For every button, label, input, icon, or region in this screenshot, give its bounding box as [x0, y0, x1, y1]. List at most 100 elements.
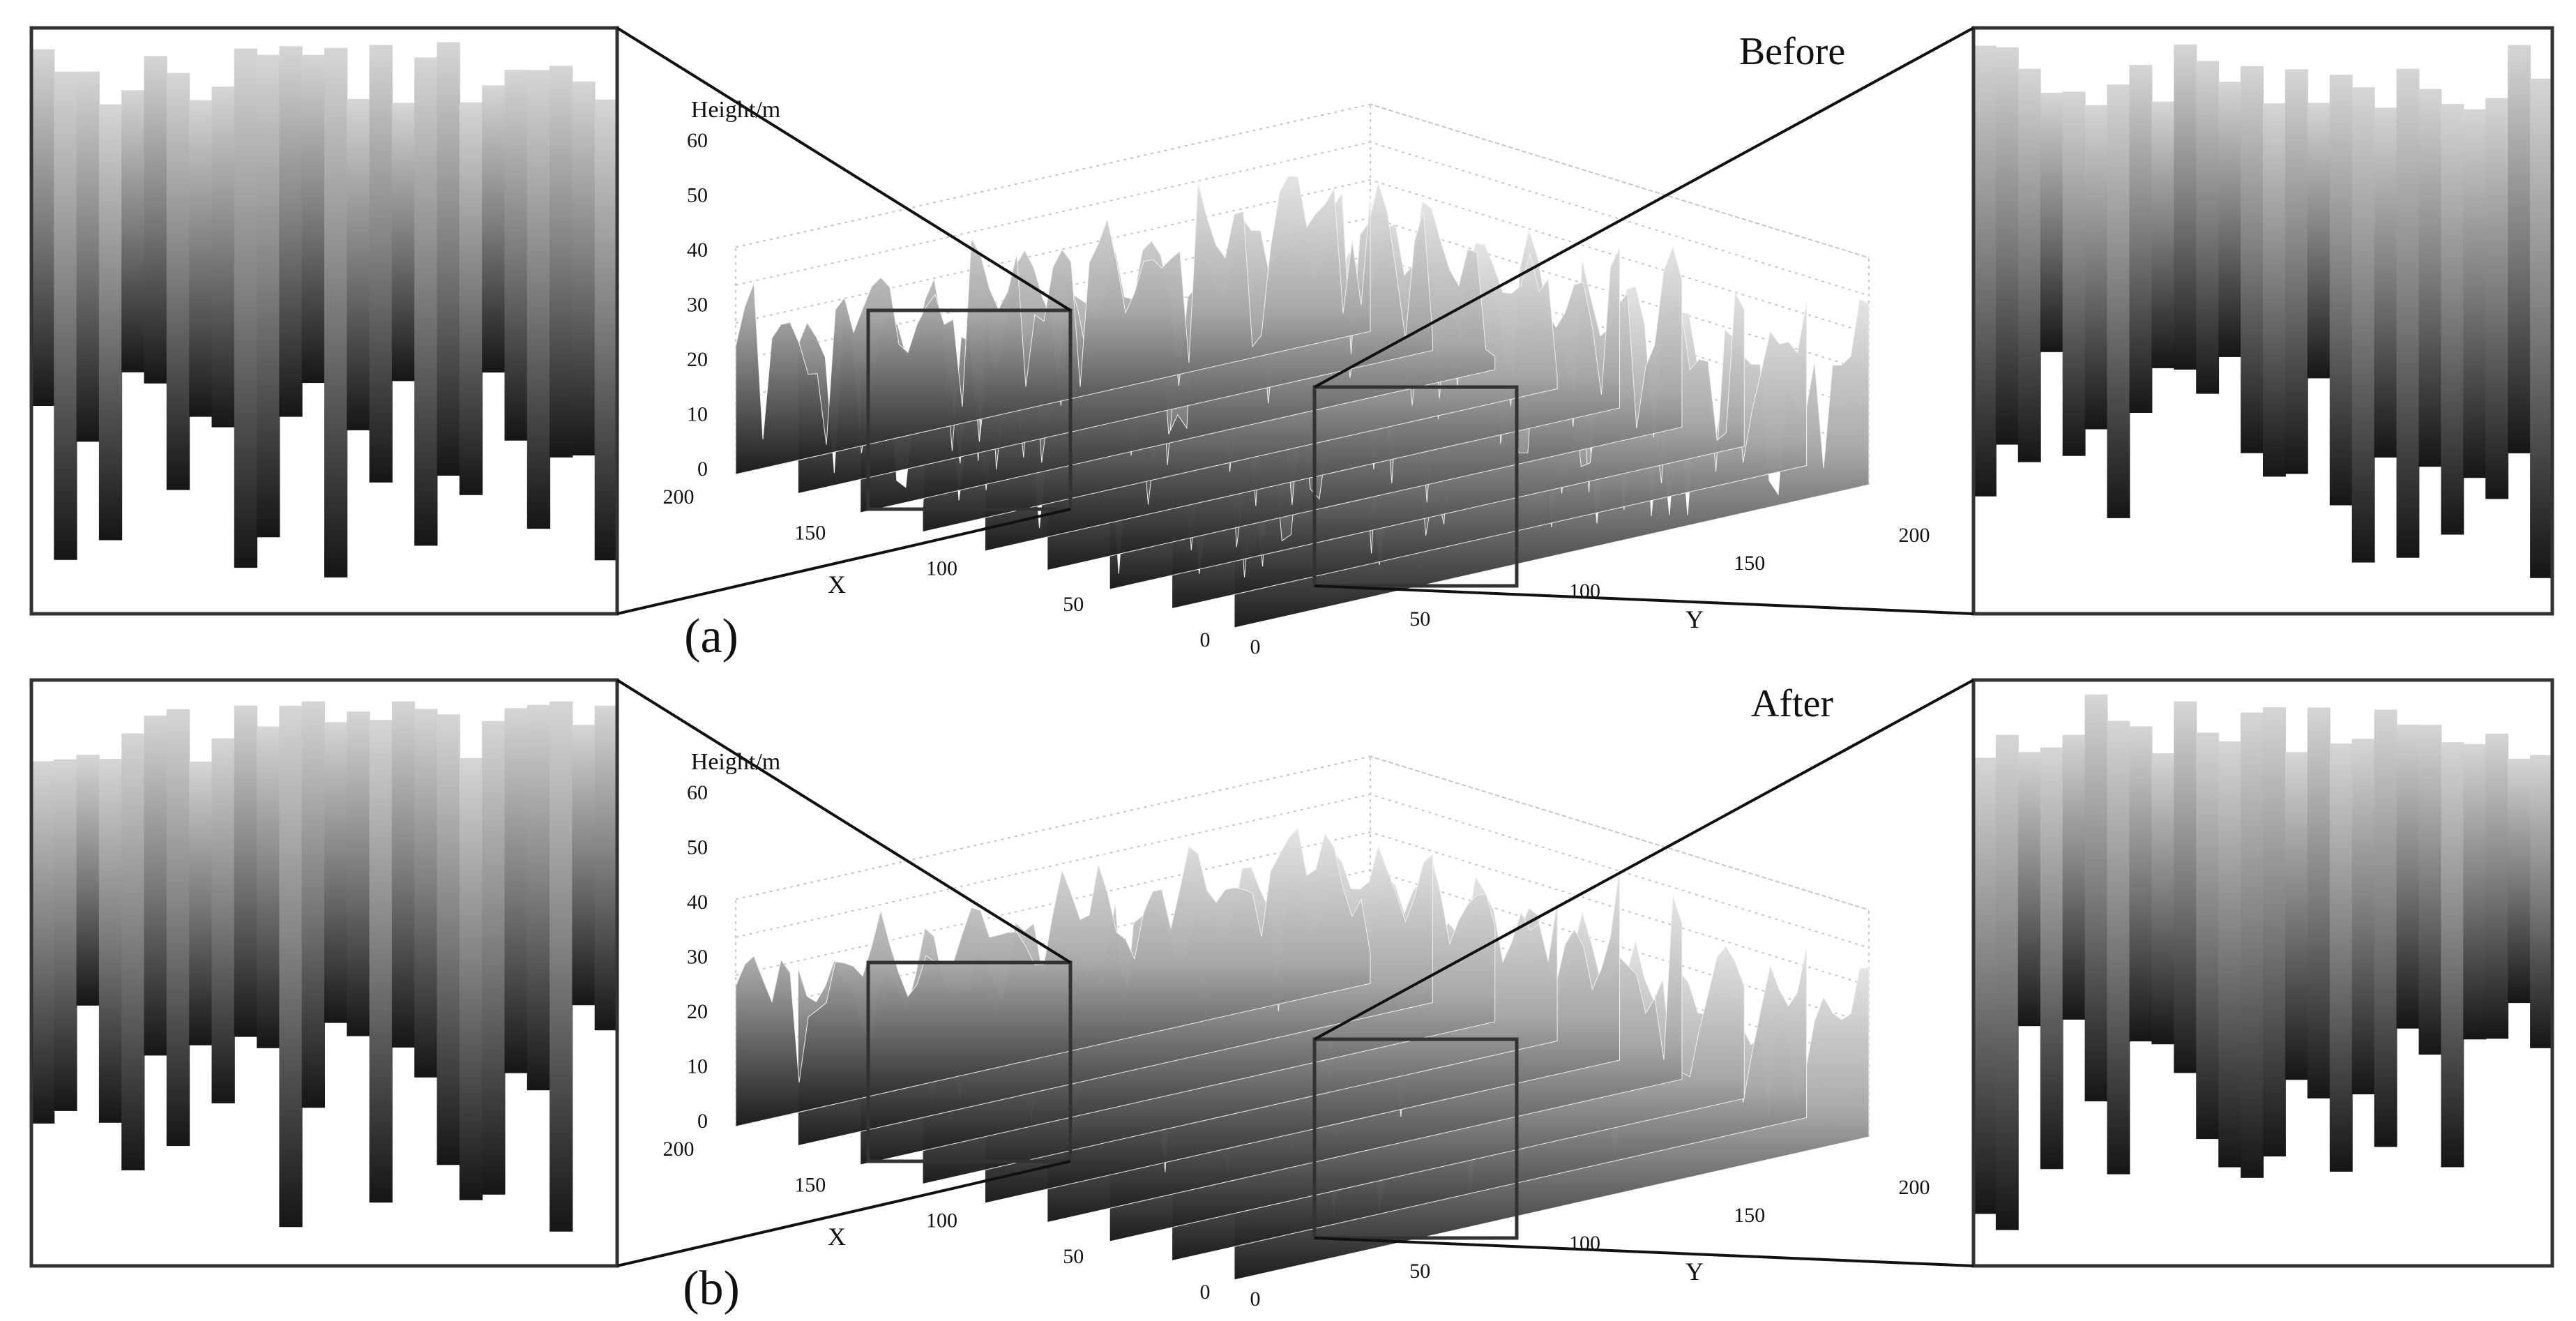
inset-column	[2174, 44, 2197, 370]
z-tick-label: 10	[687, 403, 708, 426]
inset-column	[76, 755, 100, 1006]
inset-column	[2508, 45, 2531, 453]
inset-column	[98, 104, 123, 541]
inset-column	[369, 45, 393, 483]
z-tick-label: 50	[687, 184, 708, 207]
y-tick-label: 200	[1899, 1176, 1930, 1199]
inset-column	[2374, 709, 2397, 1147]
zoom-box-right	[1312, 385, 1519, 588]
inset-column	[2062, 734, 2086, 1020]
z-tick-label: 60	[687, 781, 708, 804]
inset-left	[29, 678, 619, 1268]
inset-column	[2017, 68, 2041, 462]
x-tick-label: 100	[926, 1209, 957, 1232]
inset-column	[369, 720, 393, 1203]
inset-column	[2062, 91, 2086, 456]
y-axis-label: Y	[1685, 605, 1704, 633]
inset-column	[189, 100, 213, 417]
inset-column	[594, 705, 618, 1031]
x-tick-label: 200	[663, 485, 695, 508]
x-tick-label: 200	[663, 1138, 695, 1161]
inset-column	[2485, 98, 2509, 499]
inset-column	[2418, 89, 2442, 467]
surface-strip	[735, 827, 1371, 1127]
inset-column	[2129, 726, 2153, 1042]
inset-column	[2084, 105, 2108, 430]
inset-column	[144, 56, 167, 384]
inset-column	[594, 99, 618, 561]
inset-column	[2040, 93, 2063, 352]
inset-column	[211, 86, 235, 428]
inset-column	[2530, 755, 2553, 1048]
inset-column	[301, 54, 325, 384]
panel-title: Before	[1739, 30, 1845, 73]
inset-column	[2485, 733, 2509, 1039]
inset-column	[414, 709, 438, 1078]
inset-left	[29, 26, 619, 616]
inset-column	[482, 85, 506, 373]
inset-column	[391, 701, 416, 1048]
inset-column	[347, 711, 370, 1036]
z-tick-label: 40	[687, 891, 708, 914]
inset-right	[1971, 678, 2554, 1268]
inset-column	[550, 701, 573, 1232]
zoom-box-left	[866, 960, 1073, 1163]
inset-column	[324, 722, 348, 1023]
inset-column	[437, 714, 460, 1165]
inset-column	[2241, 66, 2264, 453]
inset-column	[1995, 47, 2019, 445]
inset-column	[257, 726, 280, 1048]
y-tick-label: 0	[1250, 1288, 1261, 1311]
inset-column	[2307, 707, 2331, 1099]
inset-column	[2441, 742, 2464, 1168]
inset-column	[459, 758, 483, 1200]
inset-column	[459, 102, 483, 495]
inset-column	[166, 73, 190, 490]
inset-column	[2351, 87, 2375, 563]
inset-column	[121, 733, 145, 1170]
panel-title: After	[1751, 682, 1834, 725]
inset-column	[2263, 103, 2286, 477]
inset-column	[2218, 82, 2242, 357]
inset-column	[234, 48, 258, 568]
surface	[735, 827, 1870, 1281]
inset-column	[1973, 757, 1997, 1214]
y-tick-label: 50	[1409, 607, 1430, 631]
inset-column	[2285, 69, 2308, 474]
inset-column	[2017, 752, 2041, 1027]
x-axis-label: X	[828, 1223, 846, 1251]
inset-column	[2107, 84, 2130, 518]
inset-column	[2129, 65, 2153, 413]
inset-column	[1995, 734, 2019, 1230]
inset-column	[482, 720, 506, 1195]
inset-column	[189, 761, 213, 1046]
inset-column	[2107, 720, 2130, 1175]
zoom-connectors	[616, 27, 1974, 615]
inset-column	[2151, 753, 2175, 1045]
x-axis-label: X	[828, 571, 846, 598]
inset-column	[550, 66, 573, 458]
inset-column	[2463, 743, 2487, 1040]
zoom-connectors	[616, 679, 1974, 1267]
inset-column	[572, 81, 596, 455]
inset-column	[391, 103, 416, 382]
inset-column	[279, 705, 303, 1228]
inset-column	[98, 759, 123, 1123]
y-tick-label: 0	[1250, 635, 1261, 658]
inset-column	[2530, 78, 2553, 578]
z-tick-label: 0	[697, 1110, 708, 1133]
panel-label: (b)	[683, 1262, 740, 1315]
inset-column	[144, 716, 167, 1056]
inset-column	[2218, 741, 2242, 1168]
y-tick-label: 150	[1734, 552, 1765, 575]
y-axis-label: Y	[1685, 1258, 1704, 1285]
zoom-box-left	[866, 308, 1073, 511]
inset-column	[2263, 707, 2286, 1157]
inset-column	[257, 54, 280, 538]
inset-column	[2040, 747, 2063, 1170]
x-tick-label: 100	[926, 557, 957, 580]
z-tick-label: 30	[687, 294, 708, 317]
inset-column	[437, 42, 460, 476]
inset-column	[301, 701, 325, 1108]
inset-column	[2351, 739, 2375, 1094]
